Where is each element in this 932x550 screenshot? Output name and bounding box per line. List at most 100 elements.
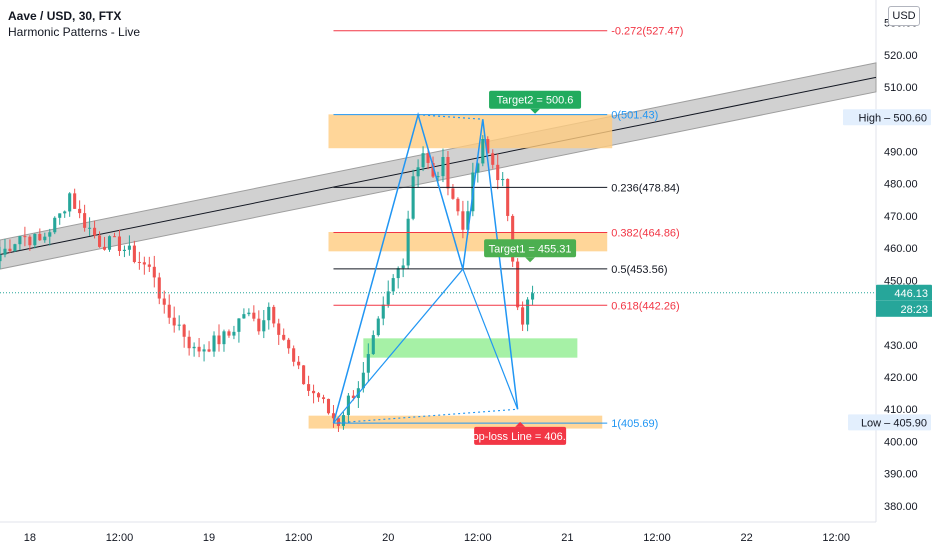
last-price-tag: 446.13 [894,288,928,300]
low-price-tag: Low – 405.90 [861,417,927,429]
x-tick-label: 22 [740,532,752,544]
candle [307,384,311,391]
candle [93,227,97,236]
candle [376,318,380,336]
candle [317,393,321,398]
fib-level-label: 0.382(464.86) [611,227,680,239]
candle [476,163,480,173]
candle [446,156,450,189]
price-axis [876,0,932,550]
candle [331,413,336,419]
fib-level-label: 1(405.69) [611,418,658,430]
x-tick-label: 12:00 [643,532,671,544]
x-tick-label: 12:00 [285,532,313,544]
candle [406,218,410,266]
candle [78,208,82,214]
currency-button[interactable]: USD [888,6,920,26]
candle [451,188,455,199]
candle [63,211,67,214]
candle [147,264,151,267]
y-tick-label: 390.00 [884,469,918,481]
candle [436,176,440,178]
candle [336,418,340,426]
candle [366,354,370,373]
chart-header: Aave / USD, 30, FTX Harmonic Patterns - … [8,8,140,40]
candle [396,268,400,279]
x-tick-label: 20 [382,532,394,544]
candle [391,278,395,292]
stoploss-label-arrow [515,421,526,427]
candle [23,236,27,238]
high-price-tag: High – 500.60 [859,112,928,124]
candle [257,318,261,332]
symbol-title[interactable]: Aave / USD, 30, FTX [8,9,122,23]
target1-label-arrow [525,257,536,263]
y-tick-label: 520.00 [884,50,918,62]
candle [511,215,515,262]
fib-level-label: 0.236(478.84) [611,182,680,194]
y-tick-label: 450.00 [884,275,918,287]
candle [491,153,495,165]
candle [526,299,530,325]
y-tick-label: 480.00 [884,179,918,191]
candle [242,314,246,319]
orange-zone [308,415,603,429]
candle [127,245,131,250]
candle [202,349,206,352]
candle [177,324,181,326]
candle [506,178,510,216]
candle [441,156,445,177]
candle [73,193,77,209]
low-price-tag-bg [848,414,931,431]
candle [68,193,72,212]
candle [401,265,405,269]
fib-level-label: 0.618(442.26) [611,300,680,312]
candle [102,246,107,250]
candle [501,178,505,181]
candle [496,164,500,181]
y-tick-label: 510.00 [884,82,918,94]
y-tick-label: 380.00 [884,501,918,513]
candle [321,397,326,399]
candle [326,398,331,414]
candle [361,372,365,389]
candle [137,261,141,263]
y-tick-label: 400.00 [884,436,918,448]
countdown-tag: 28:23 [900,304,928,316]
harmonic-pattern-dotted [333,408,518,424]
indicator-title[interactable]: Harmonic Patterns - Live [8,25,141,39]
candle [431,162,435,177]
candle [287,339,291,349]
candle [157,277,161,299]
y-tick-label: 410.00 [884,404,918,416]
candle [232,331,236,336]
candle [481,139,485,164]
candle [98,235,102,247]
candle [351,395,355,398]
candle [277,323,281,335]
candle [237,318,241,332]
candle [252,312,256,319]
harmonic-pattern-bd [462,268,519,410]
candle [43,236,47,241]
candle [292,348,296,362]
candle [132,245,136,262]
candle [486,139,490,154]
candle [312,390,316,394]
fib-level-label: 0(501.43) [611,110,658,122]
candle [152,266,156,278]
y-tick-label: 460.00 [884,243,918,255]
y-tick-label: 430.00 [884,340,918,352]
fib-level-label: 0.5(453.56) [611,264,667,276]
candle [167,304,171,318]
candle [421,153,425,168]
fib-level-label: -0.272(527.47) [611,26,683,38]
candle [456,198,460,212]
candle [341,415,345,426]
candle [262,320,266,332]
high-price-tag-bg [843,109,931,126]
candle [207,349,211,352]
harmonic-pattern-xb [333,268,464,424]
candle [18,236,22,245]
